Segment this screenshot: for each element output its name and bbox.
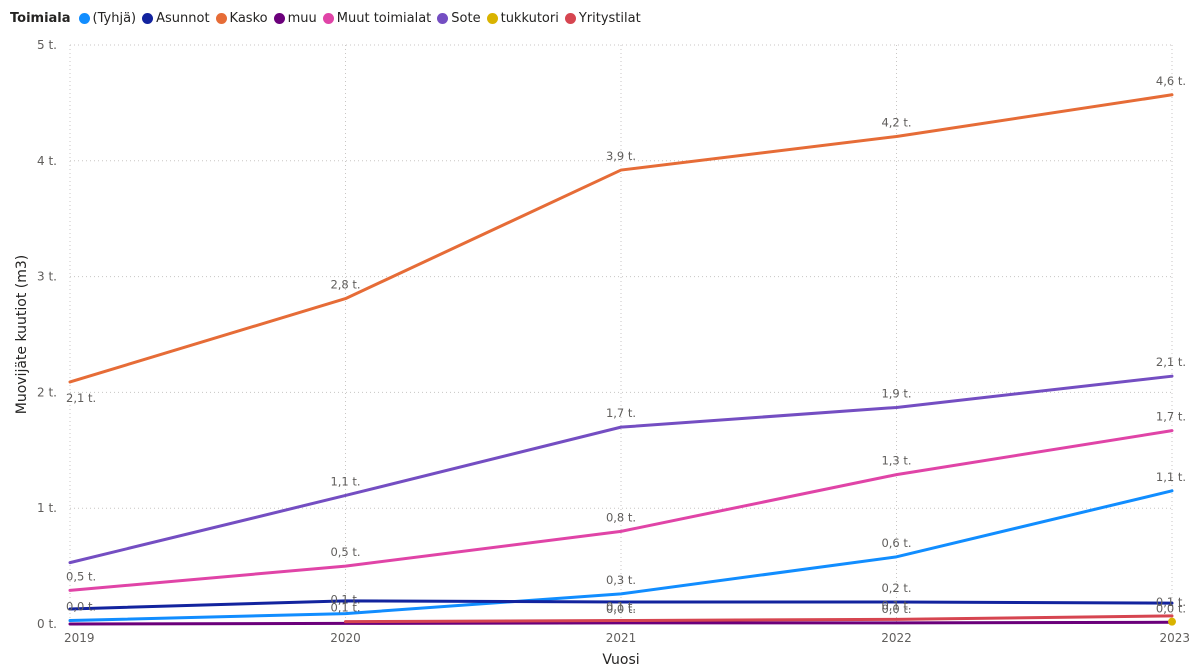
data-label: 0,1 t. [881, 598, 911, 612]
legend-label: Sote [451, 10, 481, 26]
legend-label: tukkutori [500, 10, 559, 26]
data-label: 0,2 t. [881, 581, 911, 595]
series-lines [68, 93, 1176, 626]
data-label: 4,6 t. [1156, 74, 1186, 88]
x-tick-label: 2021 [606, 631, 637, 645]
data-label: 2,1 t. [1156, 355, 1186, 369]
data-label: 0,8 t. [606, 510, 636, 524]
y-tick-label: 1 t. [37, 501, 57, 515]
data-label: 0,1 t. [330, 593, 360, 607]
legend-label: Yritystilat [578, 10, 641, 26]
legend-label: Asunnot [156, 10, 210, 26]
y-tick-label: 5 t. [37, 38, 57, 52]
data-label: 0,0 t. [66, 600, 96, 614]
y-tick-label: 2 t. [37, 385, 57, 399]
x-tick-label: 2022 [881, 631, 912, 645]
data-label: 0,1 t. [1156, 595, 1186, 609]
legend-label: (Tyhjä) [92, 10, 137, 26]
data-label: 4,2 t. [881, 115, 911, 129]
legend-item-muu[interactable]: muu [273, 10, 317, 26]
legend-label: Kasko [229, 10, 268, 26]
legend-title: Toimiala [10, 10, 71, 26]
data-label: 1,1 t. [1156, 470, 1186, 484]
data-label: 0,3 t. [606, 573, 636, 587]
legend-marker [486, 12, 498, 24]
data-label: 0,1 t. [330, 601, 360, 615]
legend-marker [78, 12, 90, 24]
y-axis-title: Muovijäte kuutiot (m3) [14, 255, 30, 415]
legend-item-sote[interactable]: Sote [437, 10, 481, 26]
x-tick-label: 2020 [330, 631, 361, 645]
data-label: 1,3 t. [881, 454, 911, 468]
legend-marker [564, 12, 576, 24]
data-label: 0,5 t. [330, 545, 360, 559]
series-line-yritystilat[interactable] [344, 614, 1174, 624]
x-tick-label: 2019 [64, 631, 95, 645]
series-line-tyhjä[interactable] [68, 489, 1174, 623]
data-label: 1,7 t. [1156, 410, 1186, 424]
data-label: 0,1 t. [606, 600, 636, 614]
data-labels: 0,0 t. 0,1 t.0,3 t.0,6 t.1,1 t.0,2 t.2,1 … [66, 74, 1186, 616]
x-axis-title: Vuosi [602, 652, 639, 668]
legend-item-tyhjä[interactable]: (Tyhjä) [78, 10, 137, 26]
legend-marker [142, 12, 154, 24]
data-label: 3,9 t. [606, 149, 636, 163]
series-line-kasko[interactable] [68, 93, 1174, 384]
legend-item-muut-toimialat[interactable]: Muut toimialat [322, 10, 432, 26]
y-tick-label: 4 t. [37, 154, 57, 168]
data-label: 2,1 t. [66, 391, 96, 405]
series-point-tukkutori[interactable] [1168, 617, 1176, 626]
series-line-asunnot[interactable] [68, 599, 1174, 611]
legend-label: Muut toimialat [336, 10, 432, 26]
legend-marker [215, 12, 227, 24]
data-label: 1,1 t. [330, 474, 360, 488]
data-label: 0,6 t. [881, 536, 911, 550]
legend-label: muu [287, 10, 317, 26]
legend-item-kasko[interactable]: Kasko [215, 10, 268, 26]
data-label: 1,7 t. [606, 406, 636, 420]
legend-item-yritystilat[interactable]: Yritystilat [564, 10, 641, 26]
data-label: 0,0 t. [1156, 601, 1186, 615]
legend-marker [437, 12, 449, 24]
legend-marker [273, 12, 285, 24]
data-label: 0,0 t. [606, 602, 636, 616]
y-tick-label: 0 t. [37, 617, 57, 631]
x-tick-label: 2023 [1159, 631, 1190, 645]
series-line-muut-toimialat[interactable] [68, 429, 1174, 592]
series-line-muu[interactable] [68, 620, 1174, 626]
gridlines [69, 44, 1173, 624]
legend-item-tukkutori[interactable]: tukkutori [486, 10, 559, 26]
data-label: 0,0 t. [881, 602, 911, 616]
legend-marker [322, 12, 334, 24]
series-line-sote[interactable] [68, 374, 1174, 565]
x-axis-ticks: 2019 2020 2021 2022 2023 [64, 631, 1190, 645]
y-tick-label: 3 t. [37, 270, 57, 284]
legend-item-asunnot[interactable]: Asunnot [142, 10, 210, 26]
data-label: 2,8 t. [330, 278, 360, 292]
data-label: 1,9 t. [881, 386, 911, 400]
chart-legend: Toimiala (Tyhjä) Asunnot Kasko muu Muut toim… [10, 8, 647, 28]
y-axis-ticks: 0 t. 1 t. 2 t. 3 t. 4 t. 5 t. [37, 38, 57, 631]
data-label: 0,5 t. [66, 569, 96, 583]
